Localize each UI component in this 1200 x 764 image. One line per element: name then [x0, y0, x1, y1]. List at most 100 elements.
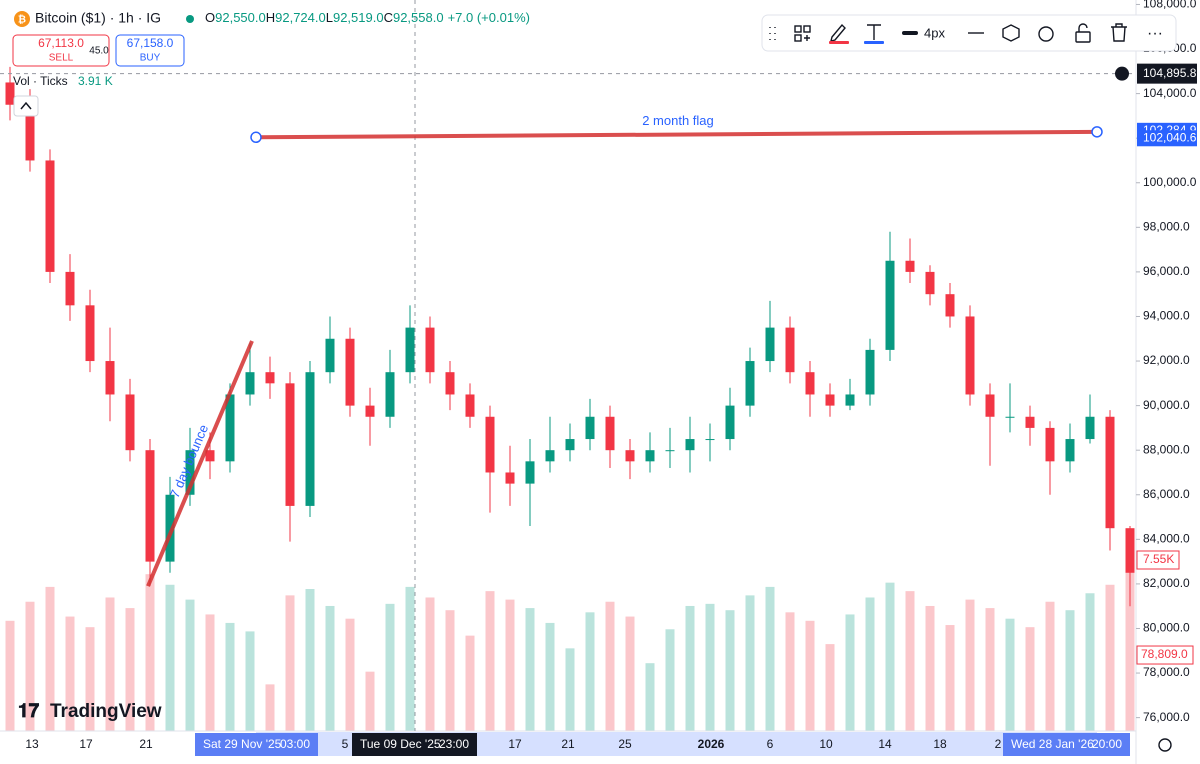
x-box-date: Wed 28 Jan '26 — [1011, 737, 1094, 751]
volume-bar — [245, 631, 255, 731]
x-tick-label: 21 — [561, 737, 575, 751]
candle-body — [5, 82, 15, 105]
x-tick-label: 5 — [342, 737, 349, 751]
candle-body — [245, 372, 255, 395]
volume-bar — [905, 591, 915, 731]
candle-body — [85, 305, 95, 362]
candle-layer — [5, 66, 1135, 607]
y-tick-label: 104,000.0 — [1143, 86, 1197, 100]
icon-more[interactable]: ··· — [1147, 25, 1163, 42]
candle-body — [305, 372, 315, 506]
volume-layer — [5, 571, 1135, 731]
crosshair-price: 104,895.8 — [1143, 66, 1197, 80]
icon-templates-b — [803, 25, 811, 33]
candle-body — [665, 450, 675, 452]
icon-templates[interactable] — [794, 25, 802, 33]
ohlc-change: +7.0 (+0.01%) — [448, 10, 530, 25]
icon-line-color[interactable] — [830, 23, 846, 42]
flag-text: 2 month flag — [642, 113, 714, 128]
icon-delete[interactable] — [1111, 23, 1127, 42]
candle-body — [205, 450, 215, 462]
x-tick-label: 2 — [995, 737, 1002, 751]
range-start-box — [195, 733, 318, 756]
spread: 45.0 — [89, 46, 109, 57]
candle-body — [765, 327, 775, 362]
candle-body — [105, 361, 115, 395]
volume-bar — [605, 601, 615, 731]
icon-alert[interactable] — [1038, 26, 1054, 42]
buy-button[interactable] — [115, 34, 185, 67]
settings-icon[interactable] — [1158, 738, 1172, 752]
candle-body — [825, 394, 835, 406]
volume-bar — [405, 586, 415, 731]
crosshair-plus — [1115, 66, 1129, 81]
y-tick-label: 100,000.0 — [1143, 175, 1197, 189]
y-tick-label: 88,000.0 — [1143, 442, 1190, 456]
candle-body — [405, 327, 415, 373]
volume-bar — [1125, 571, 1135, 731]
buy-price: 67,158.0 — [127, 36, 174, 50]
x-tick-label: 21 — [139, 737, 153, 751]
y-tick-label: 90,000.0 — [1143, 398, 1190, 412]
candle-body — [25, 104, 35, 161]
candle-body — [1125, 528, 1135, 573]
x-tick-label: 10 — [819, 737, 833, 751]
ohlc-value: 92,550.0 — [215, 10, 266, 25]
volume-bar — [445, 610, 455, 731]
flag-handle — [1091, 126, 1103, 138]
volume-bar — [365, 671, 375, 731]
y-tick-label: 78,000.0 — [1143, 665, 1190, 679]
volume-bar — [225, 622, 235, 731]
width-swatch[interactable] — [902, 31, 918, 35]
x-tick-label: 6 — [767, 737, 774, 751]
candle-body — [625, 450, 635, 462]
volume-bar — [105, 597, 115, 731]
sell-button[interactable] — [12, 34, 110, 67]
volume-bar — [765, 586, 775, 731]
candle-body — [285, 383, 295, 506]
y-tick-label: 92,000.0 — [1143, 353, 1190, 367]
symbol-title: Bitcoin ($1) · 1h · IG — [35, 10, 161, 26]
candle-body — [425, 327, 435, 373]
volume-bar — [1045, 601, 1055, 731]
y-tick-label: 80,000.0 — [1143, 621, 1190, 635]
range-end-box — [1003, 733, 1130, 756]
candle-body — [145, 450, 155, 562]
candle-body — [785, 327, 795, 373]
volume-bar — [25, 601, 35, 731]
candle-body — [45, 160, 55, 272]
collapse-button[interactable] — [13, 95, 39, 117]
volume-bar — [285, 595, 295, 731]
candle-body — [185, 450, 195, 495]
icon-lock[interactable] — [1075, 31, 1091, 43]
volume-bar — [85, 627, 95, 731]
volume-bar — [425, 597, 435, 731]
line-width: 4px — [924, 25, 945, 40]
flag-start-price: 102,040.6 — [1143, 130, 1197, 144]
volume-bar — [865, 597, 875, 731]
candle-body — [945, 294, 955, 317]
icon-settings[interactable] — [1002, 24, 1020, 42]
sell-label: SELL — [49, 53, 74, 64]
candle-body — [985, 394, 995, 417]
volume-bar — [525, 608, 535, 731]
candle-body — [1085, 416, 1095, 440]
ohlc-value: 92,724.0 — [275, 10, 326, 25]
x-box-date: Tue 09 Dec '25 — [360, 737, 441, 751]
volume-bar — [645, 663, 655, 731]
volume-value: 3.91 K — [78, 74, 113, 88]
buy-label: BUY — [140, 53, 161, 64]
candle-body — [445, 372, 455, 395]
crosshair-time-box — [352, 733, 477, 756]
icon-text-color[interactable] — [867, 24, 881, 40]
candle-body — [265, 372, 275, 384]
y-tick-label: 86,000.0 — [1143, 487, 1190, 501]
x-tick-label: 25 — [618, 737, 632, 751]
candle-body — [385, 372, 395, 417]
y-tick-label: 84,000.0 — [1143, 532, 1190, 546]
flag-handle — [250, 131, 262, 144]
ohlc-value: 92,558.0 — [393, 10, 444, 25]
volume-bar — [825, 644, 835, 731]
candle-body — [505, 472, 515, 484]
